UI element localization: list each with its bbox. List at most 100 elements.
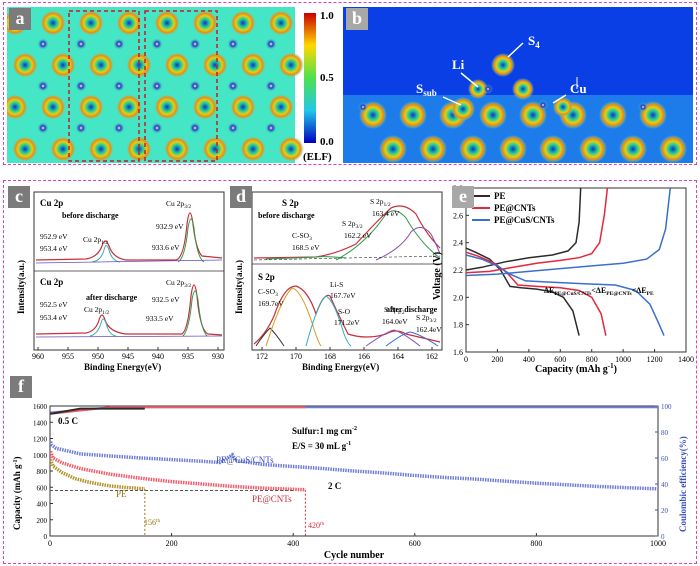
atom-large: [230, 94, 256, 120]
c-bot-fit2: [182, 290, 208, 337]
f-y2-tick-label: 60: [661, 455, 669, 463]
atom-small: [37, 38, 49, 50]
f-y-tick-label: 1000: [33, 452, 48, 460]
c-xlabel: Binding Energy(eV): [84, 362, 161, 372]
atom-large: [268, 10, 294, 36]
atom-large: [40, 10, 66, 36]
e-relation: ΔEPE@CuS/CNTs<ΔEPE@CNTs<ΔEPE: [544, 286, 654, 297]
atom-large: [88, 136, 114, 162]
atom-large: [7, 94, 28, 120]
d-ylabel: Intensity(a.u.): [234, 260, 244, 314]
f-x-tick-label: 200: [166, 539, 178, 548]
species-ssub: Ssub: [416, 81, 437, 98]
f-annot-sulfur: Sulfur:1 mg cm-2: [292, 426, 357, 436]
top-frame: [3, 2, 697, 165]
x-tick-label: 162: [426, 352, 438, 361]
atom-large: [192, 94, 218, 120]
c-top-label12: Cu 2p1/2: [83, 235, 108, 246]
atom-small: [75, 122, 87, 134]
d-top-s32: S 2p3/2: [342, 219, 363, 230]
atom-small: [151, 122, 163, 134]
f-label-cus: PE@CuS/CNTs: [216, 455, 274, 465]
f-x-tick-label: 0: [48, 539, 52, 548]
panel-a-elf-map: 1.0 0.5 0.0 (ELF): [7, 7, 334, 163]
e-legend-label: PE@CuS/CNTs: [494, 215, 555, 225]
f-x-tick-label: 400: [287, 539, 299, 548]
e-x-tick-label: 400: [523, 355, 535, 364]
f-y-tick-label: 200: [37, 517, 48, 525]
atom-small: [113, 122, 125, 134]
d-top-baseline: [253, 255, 441, 261]
x-tick-label: 935: [182, 352, 194, 361]
e-x-tick-label: 1000: [615, 355, 631, 364]
f-annot-pe-end: 156th: [144, 518, 161, 527]
c-bot-label32: Cu 2p3/2: [166, 278, 191, 289]
small-atom: [483, 84, 493, 94]
small-atom: [538, 100, 548, 110]
e-y-tick-label: 2.2: [453, 266, 463, 275]
surface-atom: [619, 135, 647, 163]
d-bot-state: after discharge: [386, 305, 438, 314]
elf-unit: (ELF): [303, 151, 332, 163]
d-bot-cso3: C-SO3: [258, 287, 278, 298]
f-series-ce-pe: [50, 407, 145, 415]
f-y-tick-label: 0: [44, 533, 48, 541]
atom-small: [189, 38, 201, 50]
species-s4: S4: [528, 33, 540, 50]
c-bot-fit1: [89, 318, 117, 337]
e-y-tick-label: 1.8: [453, 321, 463, 330]
e-x-tick-label: 1200: [647, 355, 663, 364]
atom-small: [113, 80, 125, 92]
c-top-peak2: 953.4 eV: [40, 244, 68, 253]
e-x-tick-label: 200: [491, 355, 503, 364]
d-bot-s32-val: 162.4eV: [416, 325, 442, 334]
elf-tick-max: 1.0: [320, 10, 334, 22]
c-top-fit3: [35, 259, 223, 264]
surface-atom: [599, 101, 627, 129]
adsorbed-atom: [468, 79, 488, 99]
c-top-state: before discharge: [62, 211, 119, 220]
e-series-discharge: [465, 254, 665, 336]
d-top-fit-s12: [335, 210, 441, 261]
d-top-state: before discharge: [258, 211, 315, 220]
panel-b-label: b: [346, 8, 368, 30]
c-top-fit1: [91, 245, 121, 263]
small-atom: [638, 102, 648, 112]
f-y2-tick-label: 0: [661, 533, 665, 541]
atom-large: [88, 52, 114, 78]
adsorbed-atom: [491, 53, 515, 77]
c-bot-peak3: 932.5 eV: [152, 295, 180, 304]
d-top-s12-val: 163.4 eV: [372, 209, 400, 218]
atom-small: [189, 80, 201, 92]
x-tick-label: 164: [392, 352, 404, 361]
panel-d-label: d: [230, 186, 252, 208]
surface-atom: [539, 135, 567, 163]
f-series-pe: [48, 458, 145, 491]
f-y-tick-label: 1200: [33, 436, 48, 444]
small-atom: [358, 102, 368, 112]
atom-large: [278, 52, 304, 78]
atom-large: [116, 94, 142, 120]
atom-small: [265, 80, 277, 92]
atom-large: [154, 10, 180, 36]
f-y-tick-label: 1400: [33, 419, 48, 427]
atom-large: [154, 94, 180, 120]
atom-large: [116, 10, 142, 36]
e-xlabel: Capacity (mAh g-1): [535, 362, 617, 375]
surface-atom: [479, 101, 507, 129]
e-series-discharge: [465, 251, 607, 336]
panel-f-label: f: [10, 376, 32, 398]
f-series-pe-cnts: [48, 450, 306, 492]
d-bot-title: S 2p: [258, 272, 275, 282]
surface-atom: [399, 101, 427, 129]
f-x-tick-label: 1000: [650, 539, 666, 548]
f-y-tick-label: 400: [37, 501, 48, 509]
adsorbed-atom: [512, 78, 534, 100]
d-top-fit-c-so3: [265, 256, 347, 260]
c-top-fit2: [177, 218, 205, 263]
adsorbed-atom: [553, 97, 573, 117]
f-annot-c1: 0.5 C: [58, 416, 78, 426]
e-y-tick-label: 2.4: [453, 239, 463, 248]
d-top-fit-s32: [375, 227, 441, 261]
e-series-charge: [465, 187, 672, 277]
